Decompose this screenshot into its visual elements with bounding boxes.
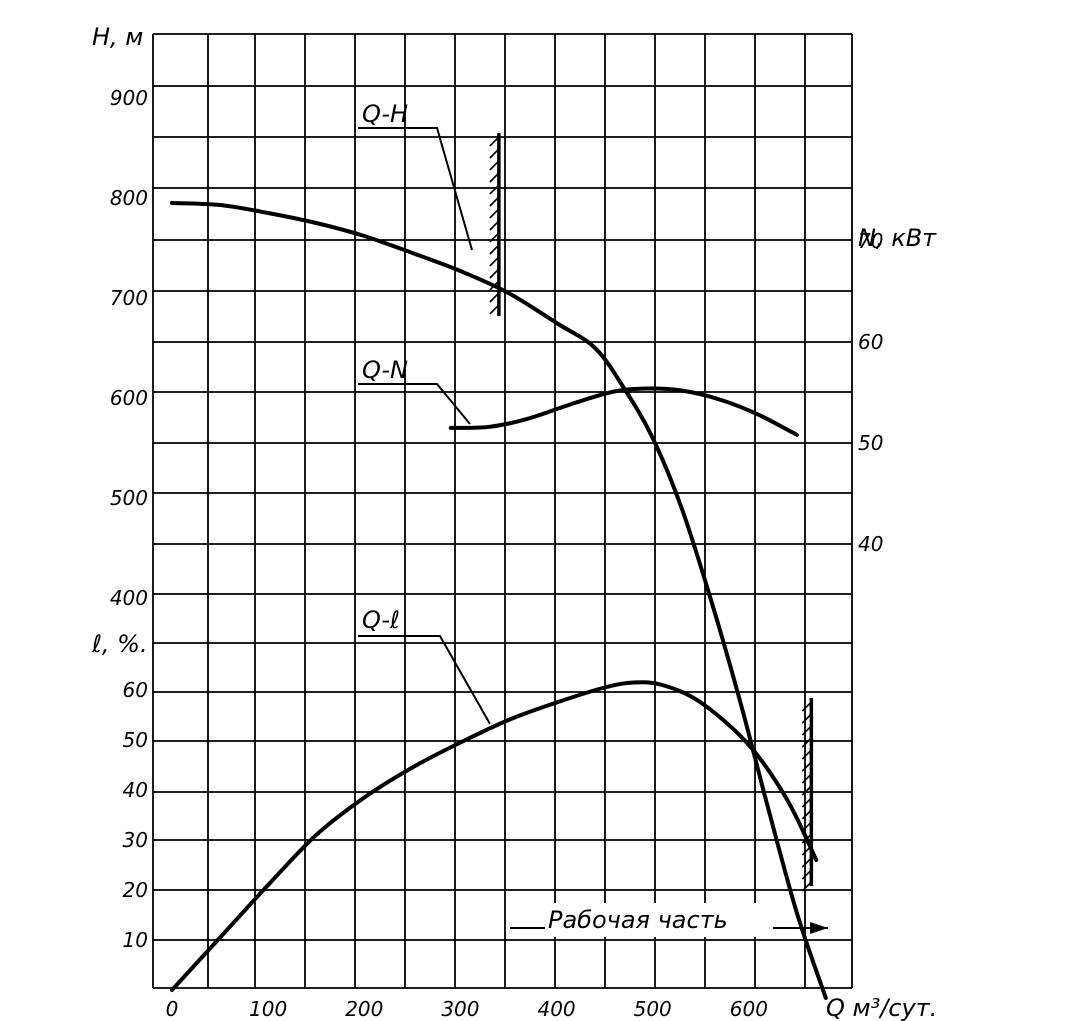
left-limit-line-hatch [489,208,500,219]
x-tick-label-300: 300 [441,997,479,1021]
left-limit-line-hatch [489,244,500,255]
efficiency-tick-label-50: 50 [123,728,148,752]
efficiency-tick-label-30: 30 [123,828,148,852]
x-tick-label-0: 0 [166,997,179,1021]
head-tick-label-400: 400 [110,586,148,610]
right-limit-line-hatch [801,785,812,796]
head-tick-label-600: 600 [110,386,148,410]
left-limit-line-hatch [489,172,500,183]
x-tick-label-200: 200 [345,997,383,1021]
series-label-q-h: Q-H [362,100,408,128]
head-tick-label-500: 500 [110,486,148,510]
curve-leaders [358,127,491,725]
left-limit-line-hatch [489,304,500,315]
q-n-leader [358,383,471,425]
right-limit-line-hatch [801,725,812,736]
right-limit-line-hatch [801,737,812,748]
x-tick-label-400: 400 [537,997,575,1021]
q-h-curve [170,201,828,1000]
left-limit-line-hatch [489,184,500,195]
work-zone-label-bg [545,903,773,937]
head-tick-label-700: 700 [110,286,148,310]
efficiency-tick-label-40: 40 [123,778,148,802]
efficiency-tick-label-60: 60 [123,678,148,702]
right-limit-line-hatch [801,797,812,808]
operating-limits [489,133,814,892]
right-limit-line-hatch [801,713,812,724]
efficiency-axis-title: ℓ, %. [91,630,148,658]
right-limit-line-hatch [801,749,812,760]
head-axis-title: H, м [92,23,143,51]
right-limit-line-hatch [801,869,812,880]
power-tick-label-70: 70 [858,229,883,253]
q-eta-leader [358,635,491,725]
power-tick-label-50: 50 [858,431,883,455]
left-limit-line-hatch [489,292,500,303]
left-limit-line-hatch [489,232,500,243]
work-zone-arrowhead [810,922,828,934]
efficiency-tick-label-20: 20 [123,878,148,902]
right-limit-line-hatch [801,809,812,820]
q-h-leader [358,127,473,251]
right-limit-line-hatch [801,881,812,892]
head-tick-label-900: 900 [110,86,148,110]
tick-labels: 0 100 200 300 400 500 600 900 800 700 600 500 400 70 6… [110,86,884,1021]
power-axis-title: N, кВт [858,224,937,252]
x-axis-title: Q м³/сут. [826,994,937,1021]
q-n-curve [448,386,799,437]
x-tick-label-100: 100 [249,997,287,1021]
left-limit-line-hatch [489,220,500,231]
left-limit-line-hatch [489,160,500,171]
left-limit-line-hatch [489,256,500,267]
left-limit-line-hatch [489,268,500,279]
curves [170,201,828,1000]
grid [152,33,853,989]
right-limit-line-hatch [801,701,812,712]
right-limit-line-hatch [801,857,812,868]
series-label-q-eta: Q-ℓ [362,606,400,634]
left-limit-line-hatch [489,136,500,147]
power-tick-label-40: 40 [858,532,883,556]
series-label-q-n: Q-N [362,356,408,384]
x-tick-label-600: 600 [730,997,768,1021]
work-zone-label: Рабочая часть [548,906,728,934]
power-tick-label-60: 60 [858,330,883,354]
head-tick-label-800: 800 [110,186,148,210]
x-tick-label-500: 500 [634,997,672,1021]
left-limit-line-hatch [489,196,500,207]
right-limit-line-hatch [801,761,812,772]
q-eta-curve [170,680,819,992]
right-limit-line-hatch [801,773,812,784]
left-limit-line-hatch [489,148,500,159]
efficiency-tick-label-10: 10 [123,928,148,952]
